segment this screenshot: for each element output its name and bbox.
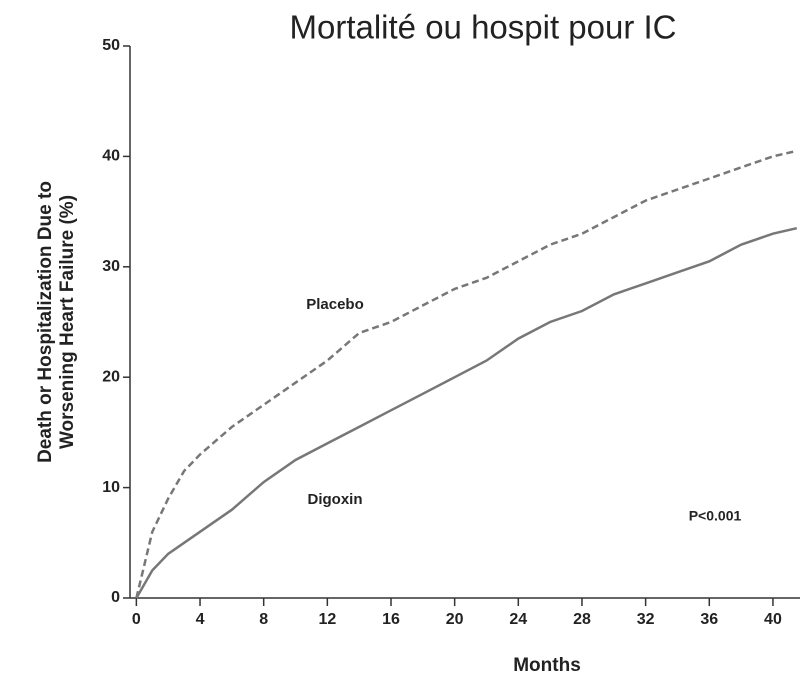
y-tick-label: 10: [102, 479, 120, 496]
x-tick-label: 32: [637, 611, 655, 628]
y-tick-label: 50: [102, 37, 120, 54]
y-tick-label: 0: [111, 589, 120, 606]
x-tick-label: 24: [509, 611, 527, 628]
x-axis-label: Months: [513, 655, 581, 676]
y-axis-label: Death or Hospitalization Due to Worsenin…: [35, 181, 78, 463]
x-tick-label: 20: [446, 611, 464, 628]
x-tick-label: 12: [318, 611, 336, 628]
x-tick-label: 8: [259, 611, 268, 628]
x-tick-label: 28: [573, 611, 591, 628]
annotation: P<0.001: [689, 508, 742, 524]
x-tick-label: 4: [196, 611, 205, 628]
series-line: [135, 149, 798, 599]
y-axis-label-line: Death or Hospitalization Due to: [35, 181, 56, 463]
x-tick-label: 40: [764, 611, 782, 628]
x-tick-label: 36: [700, 611, 718, 628]
x-tick-label: 16: [382, 611, 400, 628]
y-axis-label-line: Worsening Heart Failure (%): [57, 195, 78, 449]
series-line: [135, 226, 798, 599]
y-tick-label: 40: [102, 148, 120, 165]
y-tick-label: 30: [102, 258, 120, 275]
x-tick-label: 0: [132, 611, 141, 628]
series-label: Placebo: [306, 296, 364, 313]
chart-title: Mortalité ou hospit pour IC: [289, 9, 676, 46]
series-label: Digoxin: [308, 491, 363, 508]
y-tick-label: 20: [102, 368, 120, 385]
